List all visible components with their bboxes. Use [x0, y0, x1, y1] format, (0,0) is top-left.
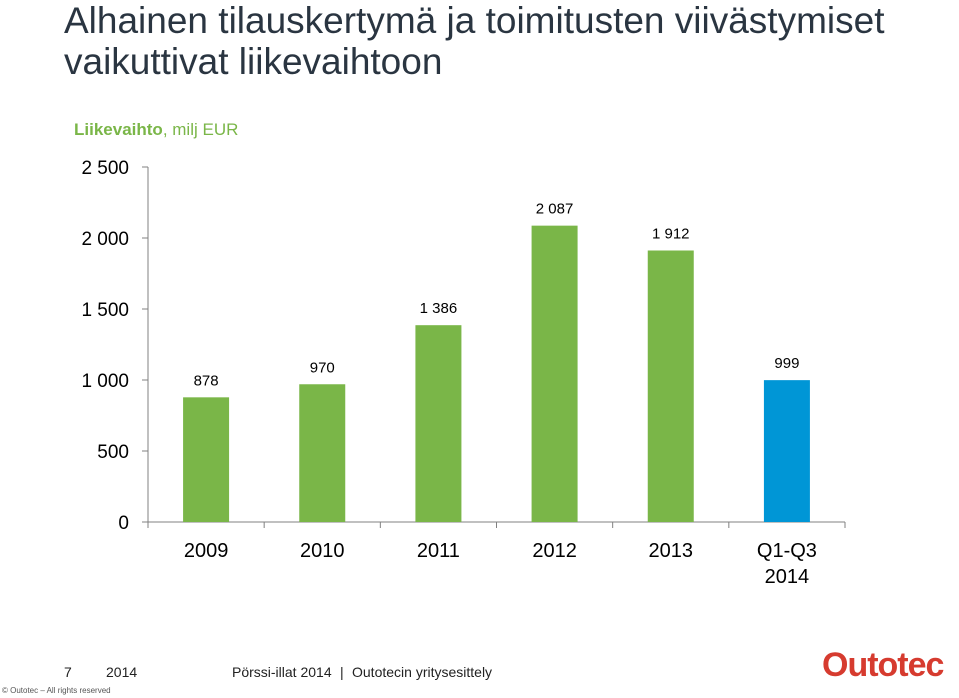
x-tick-label: 2014 [765, 566, 810, 588]
footer-presentation: Outotecin yritysesittely [352, 664, 493, 680]
data-label: 970 [310, 359, 335, 376]
y-tick-label: 1 000 [81, 371, 129, 392]
bar [647, 250, 694, 522]
revenue-bar-chart: 0 500 1 000 1 500 2 000 2 500 878 2009 970 2010 1 … [81, 158, 846, 588]
outotec-logo: Outotec [822, 646, 944, 684]
x-tick-label: 2010 [300, 540, 345, 562]
x-tick-label: Q1-Q3 [757, 540, 817, 562]
bar [183, 397, 230, 522]
y-tick-label: 2 500 [81, 158, 129, 179]
y-tick-label: 2 000 [81, 229, 129, 250]
data-label: 1 912 [652, 225, 690, 242]
x-tick-label: 2013 [649, 540, 694, 562]
footer-copyright: © Outotec – All rights reserved [2, 686, 111, 695]
data-label: 999 [774, 355, 799, 372]
chart-subtitle: Liikevaihto, milj EUR [74, 120, 238, 140]
bar [531, 225, 578, 522]
data-label: 1 386 [420, 300, 458, 317]
x-tick-label: 2012 [532, 540, 577, 562]
chart-subtitle-bold: Liikevaihto [74, 120, 163, 139]
y-tick-label: 0 [118, 513, 129, 534]
x-tick-label: 2011 [417, 540, 460, 562]
page-title: Alhainen tilauskertymä ja toimitusten vi… [64, 0, 885, 82]
footer-event: Pörssi-illat 2014 [232, 664, 332, 680]
data-label: 2 087 [536, 201, 574, 218]
x-tick-label: 2009 [184, 540, 229, 562]
data-label: 878 [194, 372, 219, 389]
y-tick-label: 1 500 [81, 300, 129, 321]
y-tick-label: 500 [97, 442, 129, 463]
bar [299, 384, 346, 522]
footer-separator: | [340, 664, 344, 680]
footer-year: 2014 [106, 664, 138, 680]
chart-subtitle-unit: , milj EUR [162, 120, 239, 139]
bar [763, 380, 810, 522]
bar [415, 325, 462, 522]
footer-page-number: 7 [64, 664, 72, 680]
